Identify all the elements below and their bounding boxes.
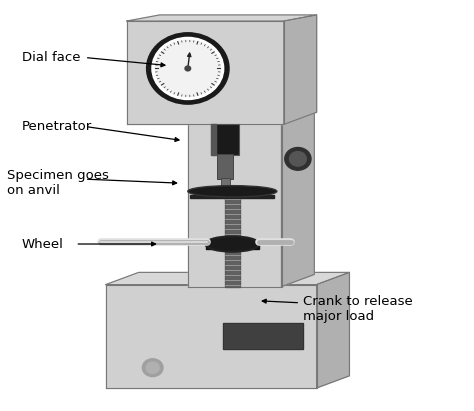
Text: Penetrator: Penetrator	[21, 120, 92, 133]
Polygon shape	[206, 244, 259, 249]
Polygon shape	[188, 35, 282, 286]
Circle shape	[152, 37, 224, 99]
Circle shape	[155, 40, 220, 97]
Text: Dial face: Dial face	[21, 51, 80, 64]
Text: Crank to release
major load: Crank to release major load	[302, 295, 412, 323]
Polygon shape	[190, 195, 274, 198]
Polygon shape	[225, 197, 240, 286]
Polygon shape	[127, 15, 317, 21]
Circle shape	[290, 152, 306, 166]
Polygon shape	[223, 323, 302, 349]
Polygon shape	[284, 15, 317, 125]
Circle shape	[146, 362, 159, 373]
Circle shape	[146, 33, 229, 104]
Polygon shape	[106, 284, 317, 388]
Circle shape	[185, 66, 191, 71]
Polygon shape	[127, 21, 284, 125]
Polygon shape	[282, 31, 314, 286]
FancyBboxPatch shape	[211, 125, 239, 155]
Polygon shape	[317, 272, 349, 388]
Circle shape	[285, 148, 311, 170]
FancyBboxPatch shape	[221, 178, 229, 191]
Text: Wheel: Wheel	[21, 238, 64, 251]
Polygon shape	[211, 125, 216, 155]
Text: Specimen goes
on anvil: Specimen goes on anvil	[8, 169, 109, 197]
Polygon shape	[106, 272, 349, 284]
Ellipse shape	[188, 186, 277, 197]
FancyBboxPatch shape	[217, 154, 233, 179]
Ellipse shape	[205, 236, 259, 252]
Circle shape	[142, 359, 163, 376]
